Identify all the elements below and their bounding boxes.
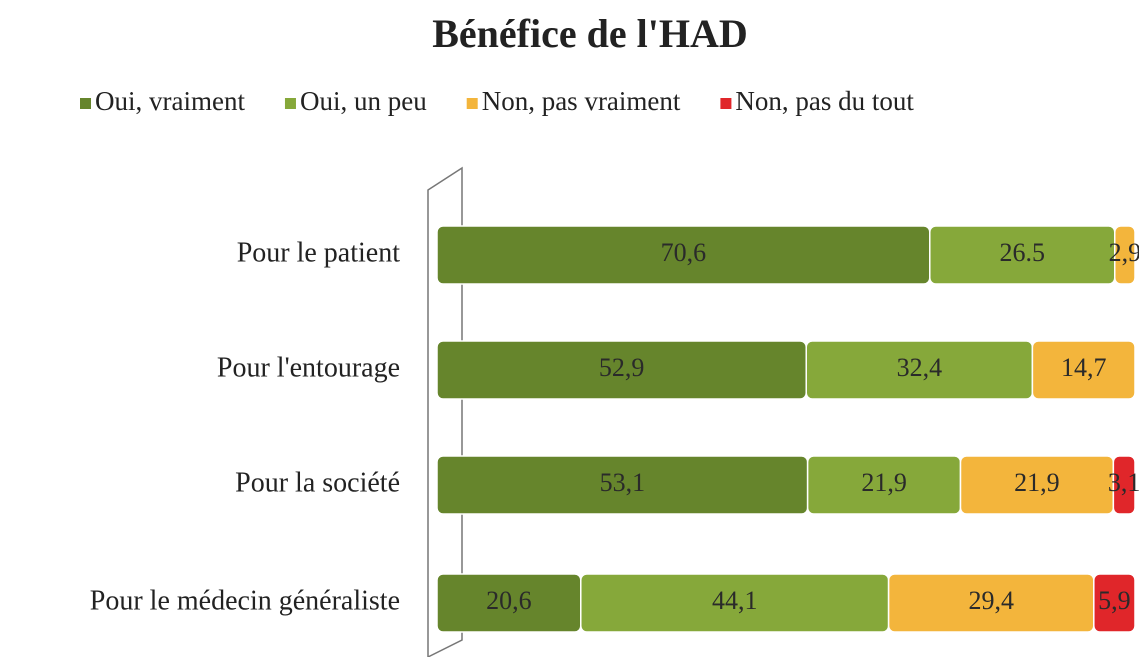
category-label: Pour l'entourage: [217, 352, 400, 383]
axis-wall: [427, 166, 463, 657]
value-label: 52,9: [599, 353, 645, 382]
chart-title: Bénéfice de l'HAD: [432, 11, 748, 56]
legend-swatch: [466, 98, 478, 109]
legend-label: Non, pas vraiment: [482, 86, 681, 116]
value-label: 20,6: [486, 586, 532, 615]
value-label: 14,7: [1061, 353, 1107, 382]
value-label: 21,9: [1014, 468, 1060, 497]
legend-label: Non, pas du tout: [735, 86, 914, 116]
value-label: 21,9: [861, 468, 907, 497]
value-label: 2,9: [1109, 238, 1139, 267]
value-label: 44,1: [712, 586, 758, 615]
bar-segment: [1112, 455, 1136, 515]
bar-segment: [1031, 340, 1136, 400]
value-label: 3,1: [1108, 468, 1139, 497]
value-label: 32,4: [897, 353, 943, 382]
value-label: 70,6: [661, 238, 707, 267]
value-label: 53,1: [600, 468, 646, 497]
category-label: Pour le patient: [237, 237, 401, 268]
bar-segment: [1093, 573, 1136, 633]
category-label: Pour la société: [235, 467, 400, 498]
legend-label: Oui, un peu: [300, 86, 427, 116]
legend-swatch: [284, 98, 296, 109]
value-label: 5,9: [1098, 586, 1131, 615]
value-label: 26.5: [1000, 238, 1046, 267]
legend-swatch: [80, 98, 91, 109]
legend-swatch: [720, 98, 732, 109]
category-label: Pour le médecin généraliste: [90, 585, 400, 616]
bar-segment: [1114, 225, 1136, 285]
value-label: 29,4: [968, 586, 1014, 615]
legend-label: Oui, vraiment: [95, 86, 245, 116]
